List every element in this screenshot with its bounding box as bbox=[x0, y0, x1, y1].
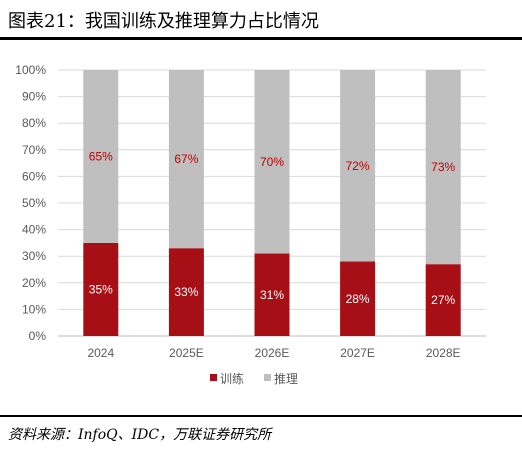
y-tick-label: 10% bbox=[22, 302, 46, 316]
data-label-train: 35% bbox=[89, 282, 113, 296]
y-tick-label: 70% bbox=[22, 143, 46, 157]
y-tick-label: 20% bbox=[22, 276, 46, 290]
figure-header: 图表21：我国训练及推理算力占比情况 bbox=[0, 0, 522, 40]
legend-swatch-infer bbox=[264, 374, 271, 381]
data-label-infer: 73% bbox=[431, 160, 455, 174]
figure-title: 图表21：我国训练及推理算力占比情况 bbox=[8, 11, 319, 32]
bar-infer bbox=[168, 70, 204, 249]
x-tick-label: 2028E bbox=[426, 346, 461, 360]
data-label-train: 27% bbox=[431, 293, 455, 307]
bottom-rule bbox=[0, 415, 522, 417]
legend-swatch-train bbox=[210, 374, 217, 381]
data-label-infer: 65% bbox=[89, 149, 113, 163]
bar-infer bbox=[83, 70, 119, 243]
x-tick-label: 2025E bbox=[169, 346, 204, 360]
top-rule bbox=[0, 37, 522, 40]
y-tick-label: 40% bbox=[22, 223, 46, 237]
data-label-train: 31% bbox=[260, 288, 284, 302]
bar-train bbox=[168, 248, 204, 336]
stacked-bar-chart: 0% 10% 20% 30% 40% 50% 60% 70% 80% 90% 100% 35% 65% 2… bbox=[15, 63, 486, 386]
y-tick-label: 30% bbox=[22, 249, 46, 263]
bar-train bbox=[254, 253, 290, 336]
y-tick-label: 100% bbox=[15, 63, 46, 77]
y-tick-label: 90% bbox=[22, 90, 46, 104]
data-label-infer: 72% bbox=[346, 159, 370, 173]
x-tick-label: 2026E bbox=[255, 346, 290, 360]
y-tick-label: 0% bbox=[29, 329, 47, 343]
x-tick-label: 2024 bbox=[87, 346, 114, 360]
bar-infer bbox=[254, 70, 290, 254]
data-label-train: 33% bbox=[174, 285, 198, 299]
x-tick-label: 2027E bbox=[340, 346, 375, 360]
y-tick-label: 80% bbox=[22, 116, 46, 130]
data-label-train: 28% bbox=[346, 292, 370, 306]
data-label-infer: 70% bbox=[260, 155, 284, 169]
bar-train bbox=[340, 261, 376, 336]
y-tick-label: 60% bbox=[22, 169, 46, 183]
source-note: 资料来源：InfoQ、IDC，万联证券研究所 bbox=[8, 427, 272, 443]
legend-label-infer: 推理 bbox=[274, 372, 298, 386]
bar-train bbox=[425, 264, 461, 336]
y-tick-label: 50% bbox=[22, 196, 46, 210]
bar-infer bbox=[425, 70, 461, 265]
bar-train bbox=[83, 242, 119, 336]
bar-infer bbox=[340, 70, 376, 262]
legend-label-train: 训练 bbox=[220, 371, 244, 386]
data-label-infer: 67% bbox=[174, 152, 198, 166]
